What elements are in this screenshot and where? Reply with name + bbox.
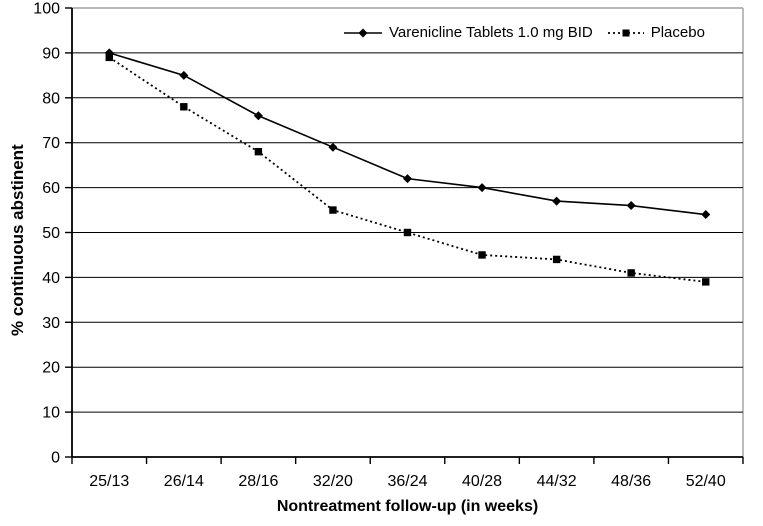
- y-tick-label-50: 50: [42, 225, 60, 242]
- x-category-label-5: 40/28: [462, 473, 502, 490]
- marker-0-5: [477, 183, 487, 193]
- marker-0-6: [552, 196, 562, 206]
- marker-1-6: [552, 255, 561, 264]
- marker-1-7: [627, 269, 635, 277]
- marker-1-1: [180, 103, 188, 111]
- x-category-label-0: 25/13: [89, 473, 129, 490]
- x-category-label-1: 26/14: [164, 473, 204, 490]
- x-category-label-6: 44/32: [537, 473, 577, 490]
- marker-1-8: [702, 278, 710, 286]
- legend-label-placebo: Placebo: [650, 24, 705, 41]
- x-category-label-7: 48/36: [611, 473, 651, 490]
- series-line-0: [109, 52, 706, 216]
- x-category-label-3: 32/20: [313, 473, 353, 490]
- marker-0-3: [328, 142, 338, 152]
- dotted-line-square-marker-icon: [607, 29, 644, 36]
- solid-line-diamond-marker-icon: [344, 28, 382, 37]
- y-tick-label-70: 70: [42, 135, 60, 152]
- x-category-label-4: 36/24: [387, 473, 427, 490]
- marker-1-5: [478, 251, 486, 259]
- marker-0-4: [403, 174, 412, 184]
- series-line-1: [108, 56, 706, 283]
- marker-0-7: [626, 201, 636, 211]
- x-category-label-2: 28/16: [238, 473, 278, 490]
- marker-1-0: [105, 53, 113, 62]
- marker-1-4: [403, 228, 412, 237]
- legend: Varenicline Tablets 1.0 mg BID Placebo: [344, 24, 705, 41]
- y-tick-label-40: 40: [42, 270, 60, 287]
- y-tick-label-60: 60: [42, 180, 60, 197]
- x-category-label-8: 52/40: [686, 473, 726, 490]
- x-axis-title: Nontreatment follow-up (in weeks): [276, 498, 539, 515]
- marker-1-3: [329, 206, 337, 214]
- marker-1-2: [254, 147, 263, 156]
- y-tick-label-0: 0: [51, 450, 60, 467]
- y-tick-label-30: 30: [42, 315, 60, 332]
- marker-0-8: [701, 210, 711, 220]
- marker-0-2: [253, 111, 263, 121]
- legend-item-placebo: Placebo: [607, 24, 705, 41]
- y-tick-label-80: 80: [42, 90, 60, 107]
- y-tick-label-10: 10: [42, 405, 60, 422]
- y-tick-label-90: 90: [42, 45, 60, 62]
- y-axis-title: % continuous abstinent: [8, 144, 27, 336]
- legend-label-varenicline: Varenicline Tablets 1.0 mg BID: [389, 24, 593, 41]
- legend-item-varenicline: Varenicline Tablets 1.0 mg BID: [344, 24, 593, 41]
- marker-0-1: [179, 70, 189, 80]
- y-tick-label-20: 20: [42, 360, 60, 377]
- y-tick-label-100: 100: [33, 1, 60, 18]
